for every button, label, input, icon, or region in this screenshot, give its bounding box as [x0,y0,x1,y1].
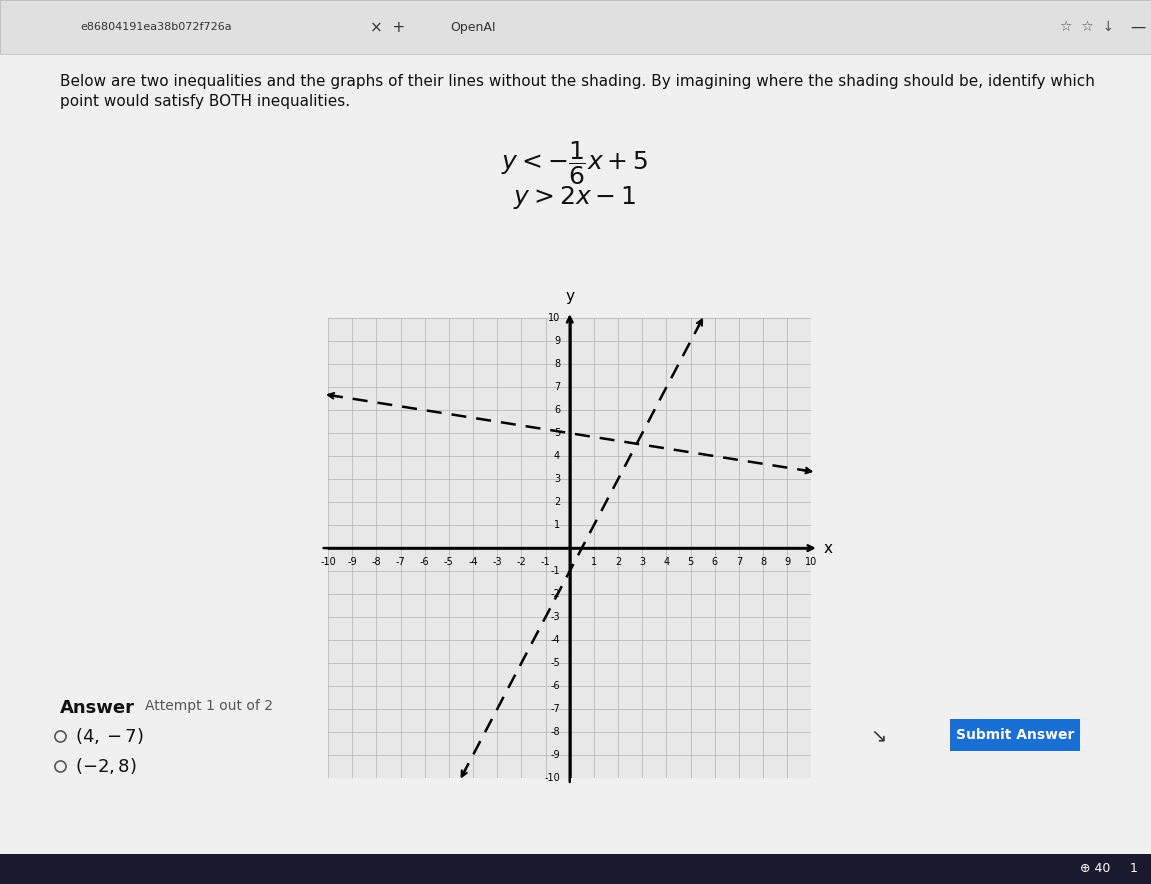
Text: -2: -2 [517,557,526,568]
Text: -9: -9 [550,750,561,760]
Text: 8: 8 [554,359,561,370]
Text: $(4, -7)$: $(4, -7)$ [75,726,144,746]
Text: 3: 3 [639,557,646,568]
Text: 4: 4 [663,557,670,568]
Text: 6: 6 [711,557,718,568]
Text: $(-2, 8)$: $(-2, 8)$ [75,756,137,776]
Text: point would satisfy BOTH inequalities.: point would satisfy BOTH inequalities. [60,94,350,109]
Text: 1: 1 [1130,863,1138,875]
Text: —: — [1130,19,1145,34]
Text: Below are two inequalities and the graphs of their lines without the shading. By: Below are two inequalities and the graph… [60,74,1095,89]
Text: 1: 1 [590,557,597,568]
Text: e86804191ea38b072f726a: e86804191ea38b072f726a [81,22,231,32]
Text: 3: 3 [554,474,561,484]
Text: 7: 7 [554,382,561,392]
Text: -3: -3 [550,612,561,622]
Text: 4: 4 [554,451,561,461]
Text: ⊕ 40: ⊕ 40 [1080,863,1111,875]
Text: $(-3, -2)$: $(-3, -2)$ [505,726,589,746]
Text: x: x [823,541,832,555]
Text: 9: 9 [784,557,791,568]
Text: -10: -10 [544,773,561,783]
Text: Attempt 1 out of 2: Attempt 1 out of 2 [145,699,273,713]
Text: -1: -1 [541,557,550,568]
Text: $y > 2x - 1$: $y > 2x - 1$ [513,184,637,211]
Text: -8: -8 [550,727,561,737]
Text: -7: -7 [396,557,405,568]
Text: Answer: Answer [60,699,135,717]
Text: -7: -7 [550,704,561,714]
Text: 2: 2 [615,557,622,568]
Text: -10: -10 [320,557,336,568]
Text: -1: -1 [550,566,561,576]
Text: 8: 8 [760,557,767,568]
Text: y: y [565,289,574,304]
Text: ×  +: × + [369,19,405,34]
Text: ↘: ↘ [870,727,886,745]
Text: 6: 6 [554,405,561,415]
Text: -4: -4 [550,635,561,645]
Text: -3: -3 [493,557,502,568]
Text: -5: -5 [550,658,561,668]
Text: 2: 2 [554,497,561,507]
Text: 5: 5 [687,557,694,568]
Text: -4: -4 [468,557,478,568]
Text: -8: -8 [372,557,381,568]
Text: OpenAI: OpenAI [450,20,495,34]
Text: -5: -5 [444,557,453,568]
Text: $y < -\dfrac{1}{6}x + 5$: $y < -\dfrac{1}{6}x + 5$ [502,139,649,187]
Text: -9: -9 [348,557,357,568]
Text: $(5, 8)$: $(5, 8)$ [505,756,551,776]
Text: ☆  ☆  ↓: ☆ ☆ ↓ [1060,20,1114,34]
Text: -2: -2 [550,589,561,599]
Text: 10: 10 [548,313,561,324]
Text: Submit Answer: Submit Answer [955,728,1074,742]
Text: 1: 1 [554,520,561,530]
Text: -6: -6 [420,557,429,568]
Text: 7: 7 [735,557,742,568]
Bar [0,854,1151,884]
Bar [950,719,1080,751]
Text: 9: 9 [554,336,561,347]
Bar [0,0,1151,54]
Text: -6: -6 [550,681,561,691]
Text: 5: 5 [554,428,561,438]
Text: 10: 10 [806,557,817,568]
